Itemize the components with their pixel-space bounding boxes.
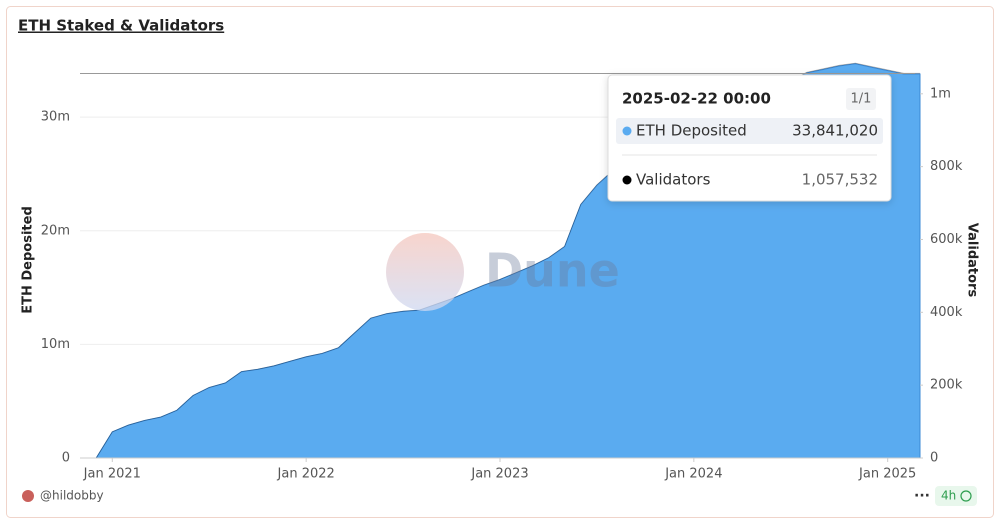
tooltip-name: ETH Deposited (636, 122, 747, 140)
x-tick-label: Jan 2025 (858, 467, 916, 482)
x-tick-label: Jan 2022 (277, 467, 335, 482)
y2-tick-label: 600k (930, 232, 963, 247)
y2-tick-label: 800k (930, 159, 963, 174)
refresh-text: 4h (941, 489, 956, 503)
tooltip-value: 33,841,020 (792, 122, 878, 140)
chart-title[interactable]: ETH Staked & Validators (18, 17, 224, 35)
y-tick-label: 20m (41, 223, 70, 238)
tooltip-swatch (622, 126, 632, 136)
tooltip-date: 2025-02-22 00:00 (622, 90, 771, 108)
x-tick-label: Jan 2023 (470, 467, 528, 482)
y-tick-label: 30m (41, 110, 70, 125)
watermark: Dune (386, 233, 620, 311)
tooltip-page-bg (846, 88, 876, 110)
refresh-check (960, 490, 972, 502)
author[interactable]: @hildobby (40, 489, 104, 503)
y2-tick-label: 400k (930, 305, 963, 320)
y2-tick-label: 1m (930, 86, 951, 101)
menu-icon[interactable]: ··· (914, 488, 930, 504)
tooltip-name: Validators (636, 171, 711, 189)
watermark-text: Dune (485, 244, 620, 298)
x-tick-label: Jan 2021 (83, 467, 141, 482)
y2-tick-label: 0 (930, 451, 938, 466)
author-avatar (22, 490, 34, 502)
y-tick-label: 10m (41, 337, 70, 352)
y-tick-label: 0 (62, 451, 70, 466)
tooltip-value: 1,057,532 (802, 171, 878, 189)
watermark-logo (386, 233, 464, 311)
y-axis-label: ETH Deposited (21, 206, 36, 314)
tooltip-page: 1/1 (851, 92, 872, 107)
y2-tick-label: 200k (930, 378, 963, 393)
tooltip-row-highlight (616, 118, 883, 144)
y2-axis-label: Validators (965, 223, 980, 298)
tooltip-swatch (622, 175, 632, 185)
x-tick-label: Jan 2024 (664, 467, 722, 482)
